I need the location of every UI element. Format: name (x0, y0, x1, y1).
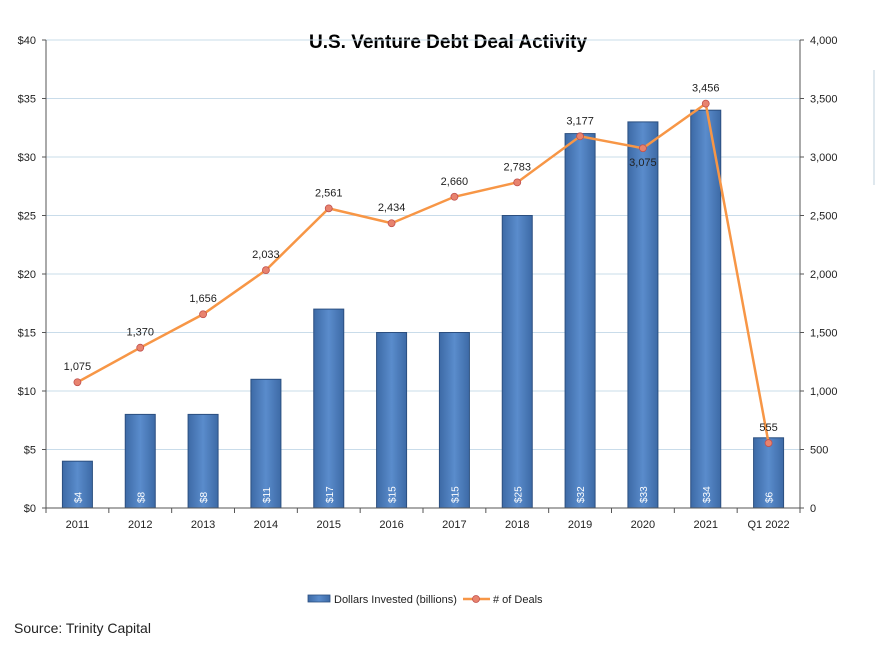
axes: $0 $5 $10 $15 $20 $25 $30 $35 $40 0 500 1,000 1,500 2… (18, 35, 838, 531)
right-tick-label: 2,500 (810, 211, 838, 223)
deals-value-label: 1,370 (126, 327, 154, 339)
left-tick-label: $0 (24, 503, 36, 515)
bar-value-label: $4 (73, 491, 84, 503)
bar (753, 437, 785, 509)
bar (690, 109, 722, 509)
bar (61, 460, 93, 509)
x-tick-label: 2020 (631, 519, 655, 531)
right-tick-label: 4,000 (810, 35, 838, 47)
right-tick-label: 1,000 (810, 386, 838, 398)
x-tick-label: 2014 (254, 519, 278, 531)
deals-value-label: 555 (759, 422, 777, 434)
left-tick-label: $40 (18, 35, 36, 47)
deals-marker (513, 178, 522, 187)
deals-line (76, 101, 770, 444)
bar-value-label: $15 (450, 486, 461, 503)
bar-value-label: $33 (639, 486, 650, 503)
x-tick-label: 2012 (128, 519, 152, 531)
deals-marker (199, 310, 207, 319)
deals-value-label: 3,456 (692, 83, 720, 95)
left-tick-label: $30 (18, 152, 36, 164)
bar (501, 215, 533, 509)
x-tick-label: 2016 (379, 519, 403, 531)
deals-marker (262, 266, 270, 275)
bar (564, 133, 596, 509)
right-tick-label: 500 (810, 445, 828, 457)
bar (627, 121, 659, 509)
deals-marker (73, 378, 82, 387)
left-tick-label: $5 (24, 445, 36, 457)
x-tick-label: 2017 (442, 519, 466, 531)
deals-value-label: 2,033 (252, 249, 280, 261)
x-tick-label: 2021 (694, 519, 718, 531)
deals-value-label: 2,783 (503, 161, 531, 173)
deals-value-label: 2,660 (441, 176, 469, 188)
bar-value-label: $25 (513, 486, 524, 503)
deals-value-label: 3,075 (629, 157, 657, 169)
right-tick-label: 1,500 (810, 328, 838, 340)
bar (438, 332, 470, 509)
legend: Dollars Invested (billions) # of Deals (307, 594, 543, 606)
bar-value-label: $32 (576, 486, 587, 503)
source-note: Source: Trinity Capital (14, 620, 151, 636)
x-tick-label: 2015 (317, 519, 341, 531)
left-tick-label: $15 (18, 328, 36, 340)
chart-title: U.S. Venture Debt Deal Activity (309, 32, 587, 53)
right-tick-label: 2,000 (810, 269, 838, 281)
left-tick-label: $35 (18, 94, 36, 106)
bar (250, 378, 282, 509)
bar (187, 413, 219, 509)
right-tick-label: 3,500 (810, 94, 838, 106)
bar-value-label: $8 (136, 491, 147, 503)
bar (313, 308, 345, 509)
deals-value-label: 1,656 (189, 293, 217, 305)
right-tick-label: 3,000 (810, 152, 838, 164)
deals-value-label: 1,075 (64, 361, 92, 373)
deals-marker (639, 144, 647, 153)
edge-divider (873, 70, 875, 185)
bar (376, 332, 408, 509)
deals-marker (701, 99, 710, 108)
x-tick-label: 2018 (505, 519, 529, 531)
deals-value-label: 3,177 (566, 115, 594, 127)
legend-marker (472, 595, 480, 603)
x-tick-label: 2011 (66, 519, 90, 531)
bar-value-label: $17 (325, 486, 336, 503)
deals-value-label: 2,561 (315, 187, 343, 199)
bar-value-label: $8 (199, 491, 210, 503)
left-tick-label: $25 (18, 211, 36, 223)
line-series: 1,075 1,370 1,656 2,033 2,561 2,434 2,660 2,783… (64, 83, 778, 447)
deals-marker (387, 219, 396, 228)
deals-marker (324, 204, 333, 213)
deals-marker (576, 132, 584, 141)
left-tick-label: $20 (18, 269, 36, 281)
x-tick-label: 2013 (191, 519, 215, 531)
deals-marker (764, 439, 773, 447)
deals-marker (450, 192, 459, 201)
x-tick-label: 2019 (568, 519, 592, 531)
bar-value-label: $15 (388, 486, 399, 503)
bar-value-label: $11 (262, 487, 273, 503)
bar-value-label: $6 (765, 491, 776, 503)
left-tick-label: $10 (18, 386, 36, 398)
bar-series: $4 $8 $8 $11 $17 $15 $15 $25 $32 $33 $34 $6 (61, 109, 785, 509)
bar-value-label: $34 (702, 486, 713, 503)
legend-swatch-bars (307, 594, 331, 603)
deals-marker (136, 343, 145, 352)
legend-label-line: # of Deals (493, 594, 543, 606)
gridlines (46, 39, 800, 450)
deals-value-label: 2,434 (378, 202, 406, 214)
x-tick-label: Q1 2022 (747, 519, 789, 531)
legend-label-bars: Dollars Invested (billions) (334, 594, 457, 606)
right-tick-label: 0 (810, 503, 816, 515)
